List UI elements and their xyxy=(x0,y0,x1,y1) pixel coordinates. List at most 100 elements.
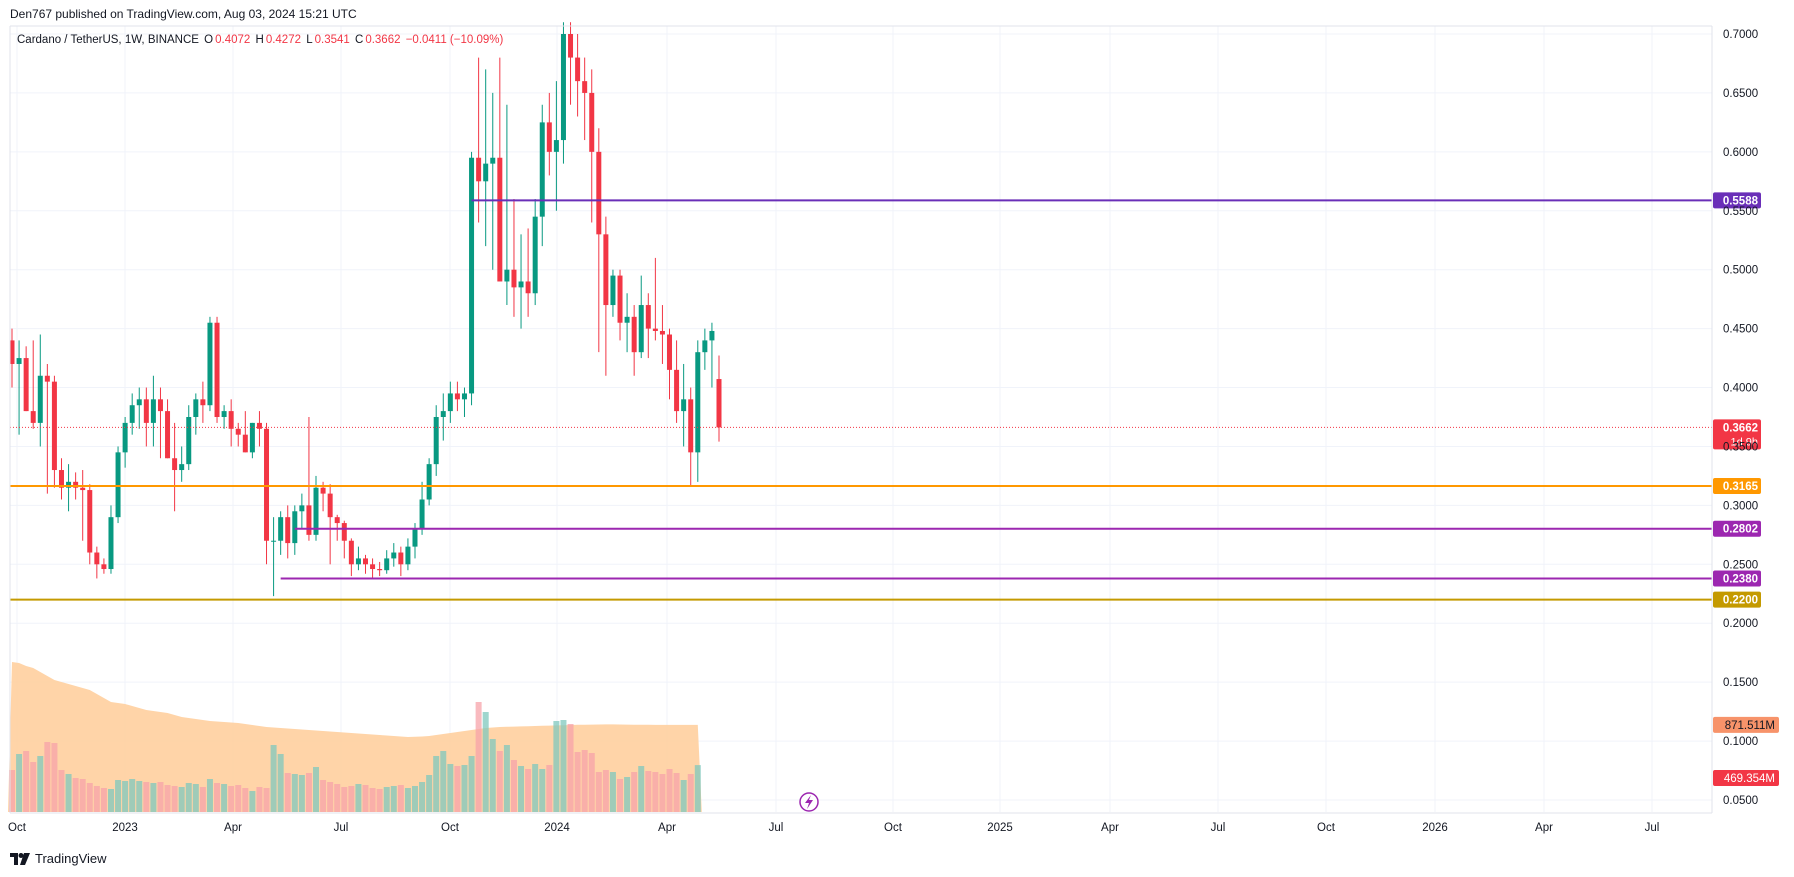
candle-body xyxy=(511,269,517,288)
price-tick-label: 0.0500 xyxy=(1723,795,1758,807)
volume-bar xyxy=(680,780,687,812)
candle-body xyxy=(674,369,680,412)
legend-low-label: L xyxy=(306,34,313,46)
volume-ma-tag xyxy=(1713,716,1779,733)
price-tick-label: 0.4500 xyxy=(1723,324,1758,336)
volume-bar xyxy=(631,772,638,812)
volume-bar xyxy=(687,774,694,812)
time-tick-label: Jul xyxy=(769,822,784,834)
level-tag-label: 0.2200 xyxy=(1723,595,1758,607)
time-tick-label: Oct xyxy=(884,822,903,834)
tradingview-logo-icon xyxy=(10,852,30,865)
candle-body xyxy=(624,316,630,323)
volume-bar xyxy=(72,778,79,812)
volume-bar xyxy=(37,756,44,812)
candle-body xyxy=(469,157,475,394)
volume-bar xyxy=(178,787,185,812)
candle-body xyxy=(179,464,185,471)
volume-current-tag xyxy=(1713,770,1779,786)
candle-body xyxy=(129,405,135,423)
candle-body xyxy=(539,122,545,217)
flash-icon[interactable] xyxy=(799,792,819,812)
level-tag-label: 0.2380 xyxy=(1723,573,1758,585)
symbol-legend: Cardano / TetherUS, 1W, BINANCE O 0.4072 … xyxy=(17,34,505,46)
legend-high: 0.4272 xyxy=(265,34,301,46)
volume-bar xyxy=(567,724,574,812)
volume-bar xyxy=(185,783,192,812)
footer: TradingView xyxy=(10,851,107,866)
candle-body xyxy=(405,546,411,565)
volume-bar xyxy=(334,784,341,812)
candle-body xyxy=(9,340,15,364)
volume-bar xyxy=(320,780,327,812)
volume-bar xyxy=(107,789,114,812)
candle-body xyxy=(419,499,425,529)
candle-body xyxy=(363,558,368,565)
legend-close-label: C xyxy=(355,34,364,46)
level-tag-label: 0.5588 xyxy=(1723,195,1759,207)
level-tag xyxy=(1713,520,1761,537)
volume-bar xyxy=(65,774,72,812)
volume-bar xyxy=(411,786,418,812)
candle-body xyxy=(16,358,22,364)
volume-bar xyxy=(609,772,616,812)
candle-body xyxy=(264,428,270,541)
level-tag xyxy=(1713,591,1761,608)
volume-bar xyxy=(235,785,242,812)
candle-layer xyxy=(9,22,1712,597)
candle-body xyxy=(256,422,262,429)
candle-body xyxy=(157,399,163,412)
price-tick-label: 0.5000 xyxy=(1723,265,1758,277)
volume-bar xyxy=(426,775,433,812)
candle-body xyxy=(58,470,64,488)
candle-body xyxy=(667,334,673,370)
candle-body xyxy=(186,417,192,465)
candle-body xyxy=(483,163,489,182)
candle-body xyxy=(23,358,29,412)
candle-body xyxy=(688,399,694,453)
candle-body xyxy=(525,281,531,294)
volume-bar xyxy=(79,779,86,812)
volume-bar xyxy=(489,739,496,812)
grid xyxy=(10,26,1712,812)
volume-bar xyxy=(9,770,15,812)
candle-body xyxy=(412,528,418,547)
candle-body xyxy=(709,330,715,341)
volume-bar xyxy=(86,783,93,812)
legend-symbol: Cardano / TetherUS, 1W, BINANCE xyxy=(17,34,199,46)
volume-bar xyxy=(58,770,65,812)
candle-body xyxy=(341,523,347,541)
candle-body xyxy=(603,234,609,306)
level-tag xyxy=(1713,192,1761,209)
candle-body xyxy=(143,399,149,423)
candle-body xyxy=(702,340,708,353)
candle-body xyxy=(638,305,644,353)
countdown-label: 1d 9h xyxy=(1730,436,1758,448)
price-tick-label: 0.2000 xyxy=(1723,618,1758,630)
price-tick-label: 0.1500 xyxy=(1723,677,1758,689)
volume-bar xyxy=(638,766,645,812)
volume-bar xyxy=(93,786,100,812)
candle-body xyxy=(249,422,255,453)
volume-bar xyxy=(510,760,517,812)
volume-bar xyxy=(115,780,122,812)
time-tick-label: Oct xyxy=(1317,822,1336,834)
volume-bar xyxy=(433,756,440,812)
volume-bar xyxy=(150,783,157,812)
candle-body xyxy=(242,434,248,453)
volume-bar xyxy=(157,782,164,812)
volume-bar xyxy=(624,777,631,812)
candle-body xyxy=(433,417,439,465)
candle-body xyxy=(313,487,319,535)
candle-body xyxy=(546,122,552,152)
candle-body xyxy=(398,552,404,565)
candle-body xyxy=(716,379,722,428)
volume-bar xyxy=(369,788,376,812)
candle-body xyxy=(327,493,333,518)
volume-bar xyxy=(602,770,609,812)
footer-brand[interactable]: TradingView xyxy=(35,851,107,866)
volume-ma-label: 871.511M xyxy=(1725,720,1775,732)
time-tick-label: Apr xyxy=(1101,822,1119,834)
volume-bar xyxy=(617,779,624,812)
